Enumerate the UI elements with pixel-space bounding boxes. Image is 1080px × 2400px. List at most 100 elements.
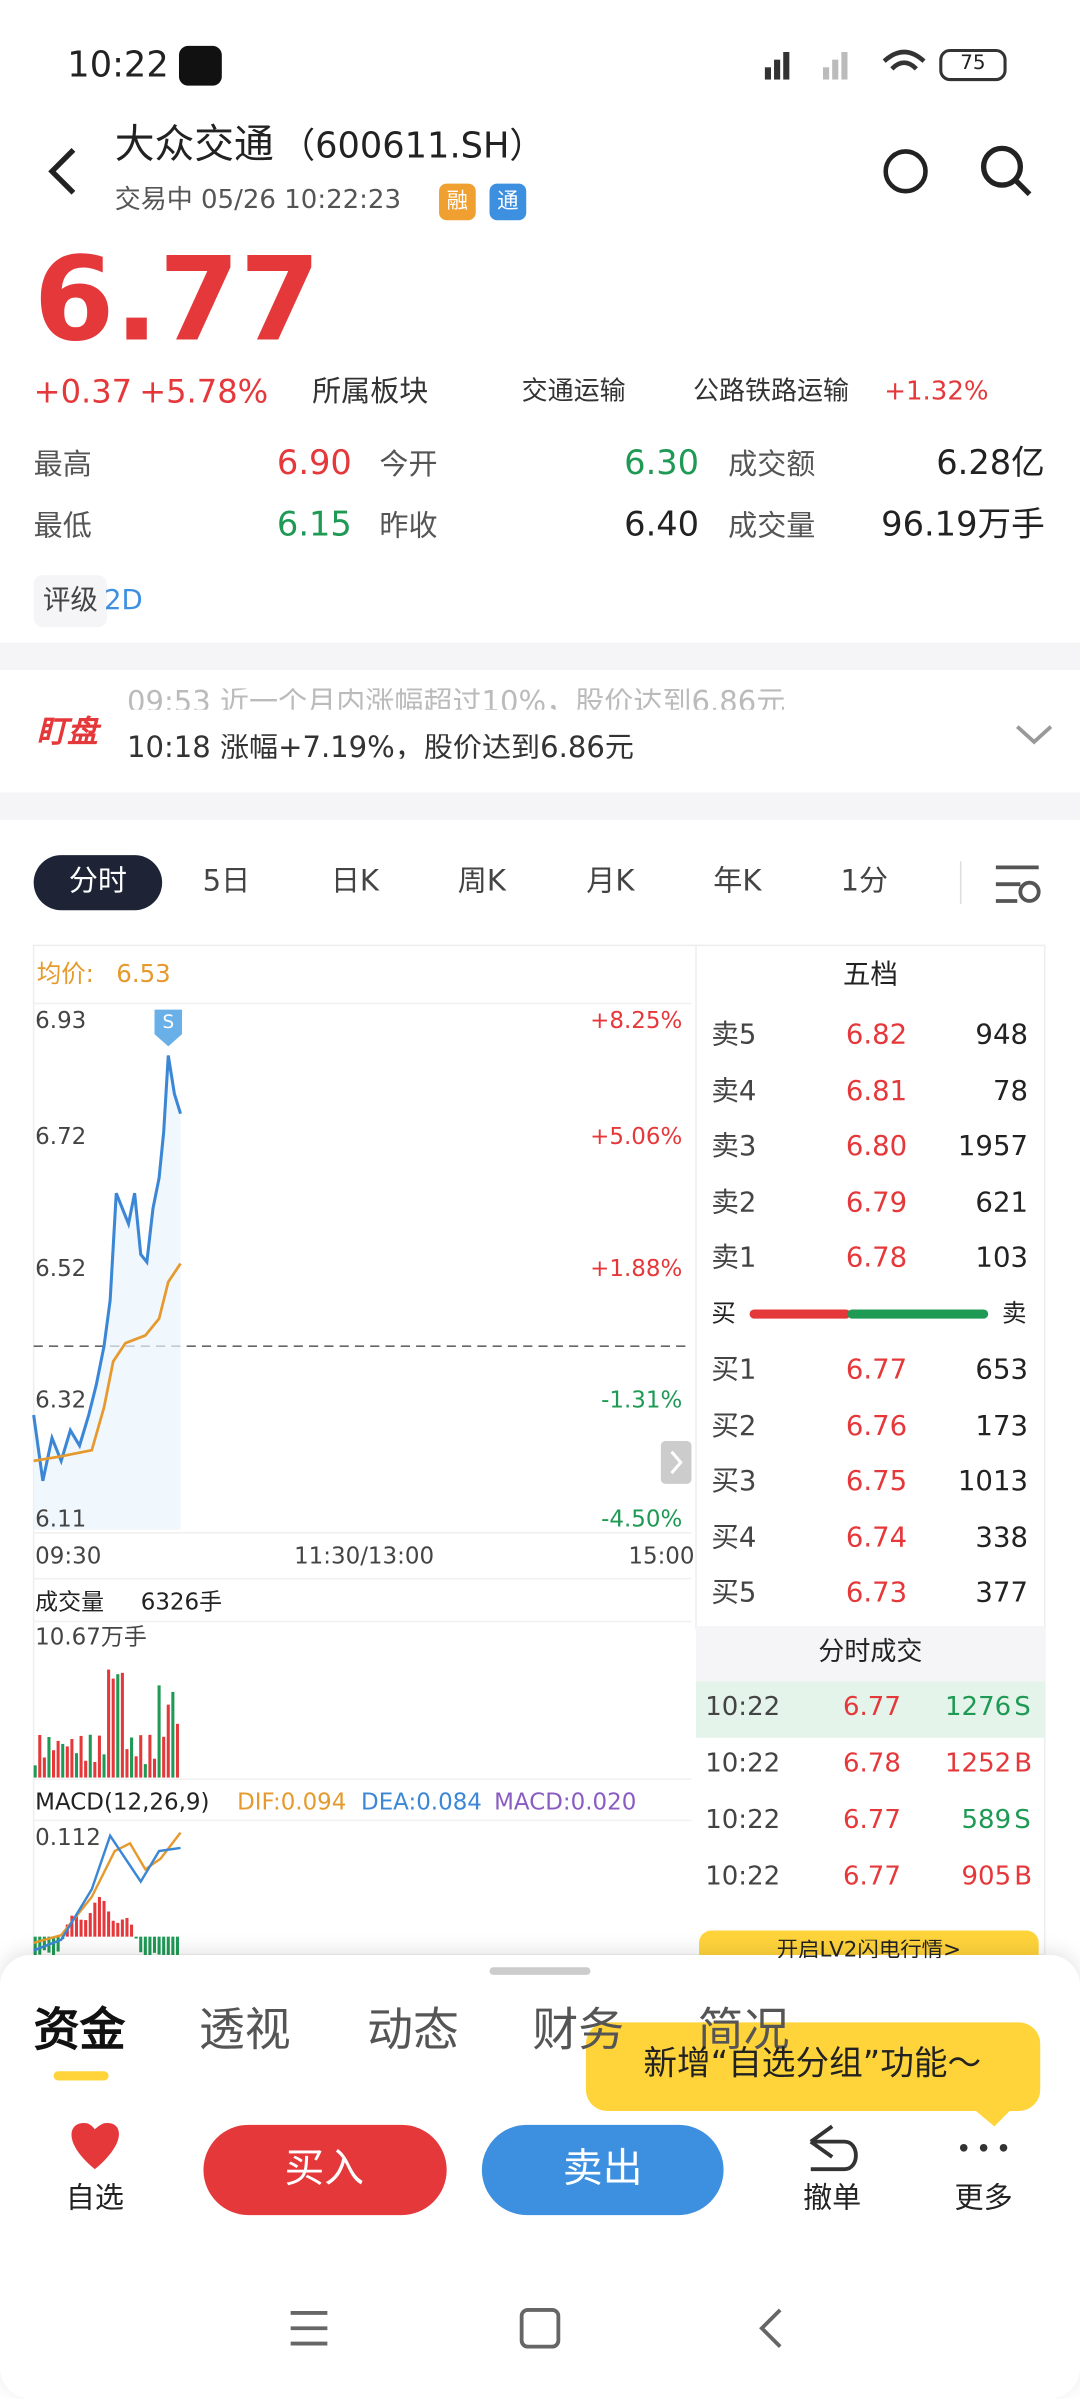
level-volume: 621 <box>975 1186 1028 1219</box>
stat-label: 成交量 <box>728 509 816 544</box>
bar <box>61 1743 65 1778</box>
bar <box>38 1734 42 1778</box>
level-price: 6.81 <box>845 1074 908 1107</box>
stat-label: 最低 <box>33 509 92 544</box>
level-volume: 338 <box>975 1521 1028 1554</box>
chart-tab[interactable]: 分时 <box>68 864 127 898</box>
scroll-handle[interactable] <box>660 1441 692 1484</box>
buy-button[interactable] <box>203 2124 447 2216</box>
trade-price: 6.77 <box>842 1861 901 1893</box>
bar <box>171 1691 175 1778</box>
trading-status: 交易中 05/26 10:22:23 <box>114 185 402 216</box>
buy-label[interactable]: 买入 <box>284 2146 365 2193</box>
sheet-handle[interactable] <box>489 1967 591 1975</box>
chart-tab[interactable]: 1分 <box>840 864 889 898</box>
s-marker-label: S <box>162 1011 175 1033</box>
trades-title[interactable]: 分时成交 <box>818 1636 923 1668</box>
search-icon[interactable] <box>980 145 1024 188</box>
trade-side: S <box>1014 1805 1031 1836</box>
stat-label: 最高 <box>33 448 92 482</box>
sub-industry-pct: +1.32% <box>884 376 989 407</box>
trade-volume: 1276 <box>944 1691 1012 1723</box>
bar <box>70 1739 74 1778</box>
avg-value: 6.53 <box>116 959 171 989</box>
chart-tab[interactable]: 5日 <box>202 864 251 898</box>
rating-label[interactable]: 评级 <box>33 575 108 628</box>
bottom-tab[interactable]: 透视 <box>198 2003 291 2058</box>
trade-volume: 1252 <box>944 1748 1012 1780</box>
level-price: 6.74 <box>845 1521 908 1554</box>
level-volume: 1957 <box>957 1130 1028 1163</box>
bar <box>152 1758 157 1778</box>
cancel-label[interactable]: 撤单 <box>803 2181 862 2216</box>
lv2-text[interactable]: 开启LV2闪电行情> <box>776 1939 962 1959</box>
macd-dea: DEA:0.084 <box>361 1788 482 1816</box>
bar <box>148 1734 152 1778</box>
chart-settings-icon[interactable] <box>995 865 1041 903</box>
bottom-tab[interactable]: 财务 <box>532 2003 625 2058</box>
sell-label[interactable]: 卖出 <box>562 2146 643 2193</box>
more-icon[interactable] <box>959 2143 1008 2152</box>
heart-icon[interactable] <box>71 2122 119 2170</box>
app-icon <box>178 45 222 86</box>
bar <box>130 1924 134 1937</box>
bar <box>88 1913 92 1937</box>
level-price: 6.76 <box>845 1409 908 1442</box>
level-label: 卖1 <box>711 1242 757 1275</box>
sell-label: 卖 <box>1001 1298 1027 1328</box>
cancel-icon[interactable] <box>809 2124 858 2172</box>
stat-value: 6.40 <box>624 506 700 545</box>
more-label[interactable]: 更多 <box>954 2181 1013 2216</box>
last-price: 6.77 <box>33 230 321 368</box>
sell-button[interactable] <box>481 2124 724 2216</box>
battery-icon <box>939 48 1007 82</box>
macd-label: MACD(12,26,9) <box>35 1788 210 1816</box>
sector-label[interactable]: 所属板块 <box>312 374 429 409</box>
level-volume: 1013 <box>957 1465 1028 1498</box>
bar <box>93 1902 97 1937</box>
bar <box>134 1936 138 1939</box>
bar <box>157 1685 161 1778</box>
bottom-tab[interactable]: 资金 <box>33 2003 126 2058</box>
trade-time: 10:22 <box>705 1748 781 1780</box>
macd-macd: MACD:0.020 <box>494 1788 637 1816</box>
expand-icon[interactable] <box>1015 725 1053 745</box>
bar <box>52 1750 56 1778</box>
bar <box>79 1735 83 1778</box>
refresh-icon[interactable] <box>883 149 928 194</box>
chart-grid <box>33 1002 692 1822</box>
chart-tab[interactable]: 月K <box>586 864 635 898</box>
bottom-tab[interactable]: 简况 <box>697 2003 790 2058</box>
watch-label[interactable]: 自选 <box>65 2181 124 2216</box>
avg-line <box>33 1262 182 1463</box>
back-icon[interactable] <box>48 148 76 195</box>
bar <box>74 1753 79 1778</box>
price-change-pct: +5.78% <box>139 373 269 410</box>
bar <box>93 1762 97 1778</box>
divider <box>0 642 1080 671</box>
bar <box>166 1704 170 1778</box>
stock-name: 大众交通 <box>114 122 274 169</box>
chart-tab[interactable]: 周K <box>457 864 506 898</box>
tab-underline <box>53 2071 109 2081</box>
trade-volume: 589 <box>961 1805 1012 1836</box>
chart-tab[interactable]: 日K <box>330 864 379 898</box>
chart-tab[interactable]: 年K <box>713 864 762 898</box>
stat-label: 昨收 <box>379 509 438 544</box>
price-area <box>33 1055 181 1530</box>
level-price: 6.75 <box>845 1465 908 1498</box>
sub-industry[interactable]: 公路铁路运输 <box>692 376 850 407</box>
bar <box>107 1669 111 1778</box>
macd-max: 0.112 <box>35 1823 101 1851</box>
status-time: 10:22 <box>67 45 169 86</box>
bar <box>175 1723 179 1778</box>
industry[interactable]: 交通运输 <box>521 376 626 407</box>
divider <box>0 792 1080 820</box>
bar <box>111 1678 115 1778</box>
bottom-tab[interactable]: 动态 <box>367 2003 459 2058</box>
trade-side: B <box>1014 1861 1033 1893</box>
level-volume: 653 <box>975 1353 1028 1386</box>
trade-time: 10:22 <box>705 1805 781 1836</box>
bar <box>157 1936 161 1955</box>
